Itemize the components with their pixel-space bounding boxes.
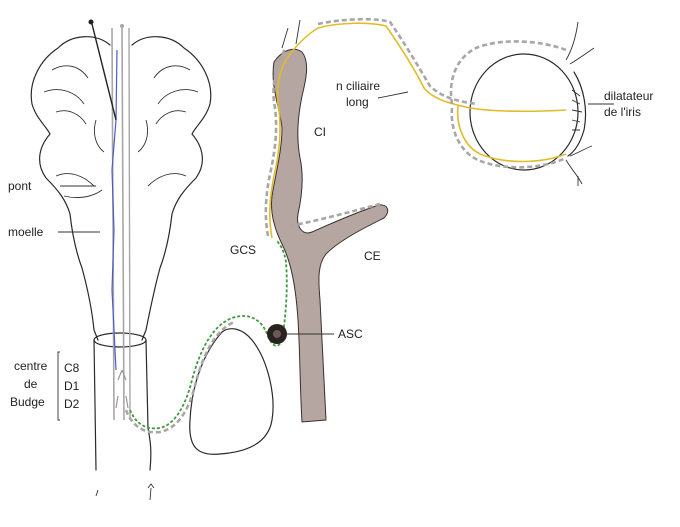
cord-lower-marks (95, 483, 155, 501)
cornea-lens (567, 71, 587, 157)
cerebellum-left-folds (43, 65, 89, 125)
postganglionic-gray (264, 47, 288, 237)
tract-gray-2 (121, 27, 125, 421)
label-asc: ASC (338, 327, 363, 341)
pointer-dot (88, 19, 94, 25)
label-ce: CE (364, 249, 381, 263)
cerebellum-right-folds (153, 65, 199, 125)
label-nerf-long: long (346, 95, 369, 109)
eyeball (469, 53, 579, 171)
spinal-cord-outline (93, 339, 152, 471)
preganglionic-gray (124, 320, 235, 434)
tract-gray-3 (128, 27, 131, 421)
label-nerf-ciliaire: n ciliaire (336, 79, 380, 93)
label-moelle: moelle (8, 225, 44, 239)
pointer-line (91, 23, 117, 121)
lung-apex (189, 328, 274, 455)
preganglionic-fibre (129, 239, 288, 430)
eye (469, 21, 595, 186)
label-d2: D2 (64, 397, 80, 411)
nerf-leader (377, 91, 409, 99)
label-c8: C8 (64, 361, 80, 375)
budge-bracket (57, 351, 60, 421)
cord-neurons (115, 369, 129, 409)
tract-blue (111, 49, 118, 371)
iris-detail (571, 89, 583, 131)
tract-top-dot (120, 24, 124, 28)
label-de: de (24, 377, 38, 391)
pons-outline (55, 173, 187, 199)
artery-top-marks (281, 19, 301, 49)
eyelid-top (565, 21, 595, 65)
label-d1: D1 (64, 379, 80, 393)
eye-outline-yellow (456, 105, 567, 163)
label-centre: centre (14, 359, 48, 373)
carotid-arteries (271, 48, 389, 423)
postganglionic-yellow (269, 22, 567, 239)
brainstem-outline (30, 36, 212, 341)
label-pont: pont (8, 179, 32, 193)
eye-outline-gray (449, 40, 567, 169)
label-gcs: GCS (230, 243, 256, 257)
eyelid-bottom (565, 145, 593, 185)
label-dilatateur: dilatateur (604, 89, 653, 103)
ganglion-asc-core (273, 330, 281, 338)
tract-gray-1 (111, 27, 115, 421)
cord-section-top (93, 332, 147, 348)
brainstem (30, 19, 212, 501)
label-de-liris: de l'iris (604, 105, 641, 119)
ciliary-nerve-gray (317, 17, 479, 106)
label-budge: Budge (10, 395, 45, 409)
external-carotid-gray (289, 202, 381, 228)
midbrain-detail (93, 119, 149, 153)
label-ci: CI (314, 125, 326, 139)
